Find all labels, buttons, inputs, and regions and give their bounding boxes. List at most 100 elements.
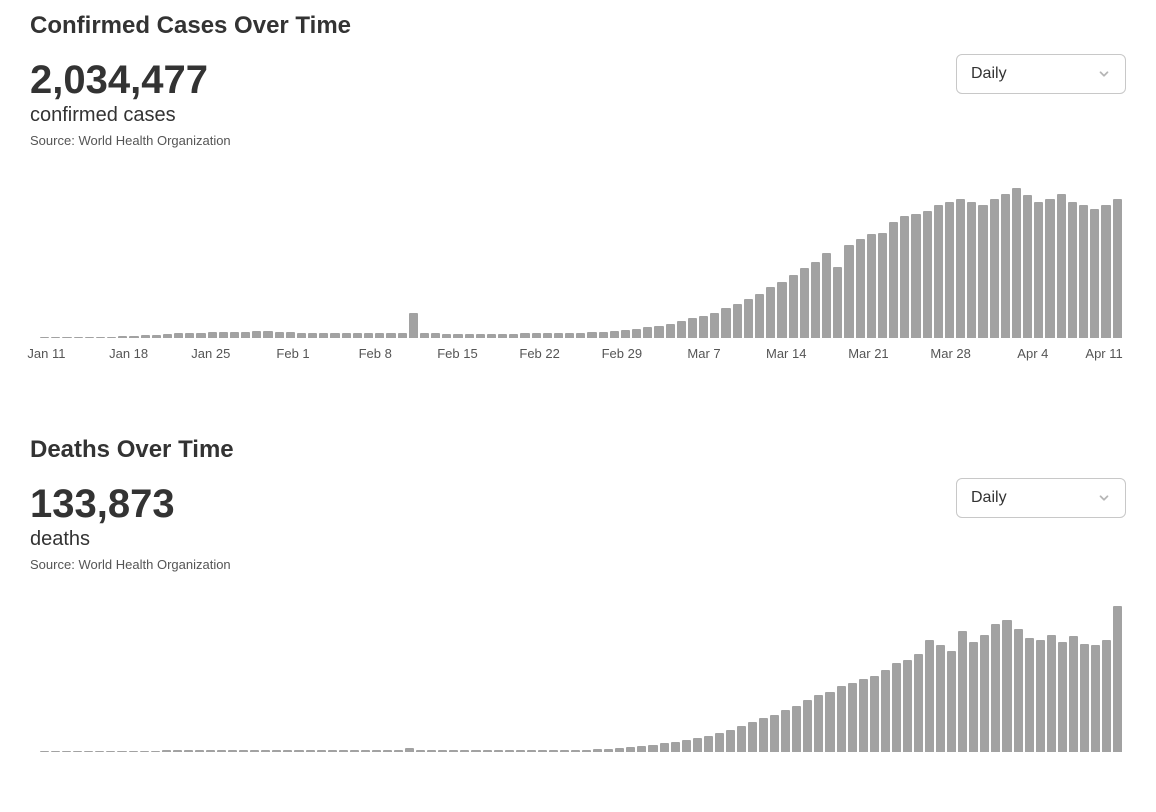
bar[interactable] (73, 751, 82, 752)
bar[interactable] (576, 333, 585, 338)
bar[interactable] (350, 750, 359, 752)
bar[interactable] (520, 333, 529, 338)
bar[interactable] (62, 337, 71, 338)
bar[interactable] (163, 334, 172, 338)
bar[interactable] (195, 750, 204, 752)
bar[interactable] (230, 332, 239, 338)
bar[interactable] (969, 642, 978, 752)
bar[interactable] (272, 750, 281, 752)
bar[interactable] (141, 335, 150, 338)
bar[interactable] (1036, 640, 1045, 752)
bar[interactable] (342, 333, 351, 338)
bar[interactable] (599, 332, 608, 338)
bar[interactable] (889, 222, 898, 338)
bar[interactable] (710, 313, 719, 339)
bar[interactable] (766, 287, 775, 338)
bar[interactable] (51, 751, 60, 752)
bar[interactable] (671, 742, 680, 752)
bar[interactable] (330, 333, 339, 338)
bar[interactable] (770, 715, 779, 752)
cases-interval-dropdown[interactable]: Daily (956, 54, 1126, 94)
bar[interactable] (140, 751, 149, 752)
bar[interactable] (107, 337, 116, 338)
bar[interactable] (471, 750, 480, 752)
bar[interactable] (460, 750, 469, 752)
bar[interactable] (196, 333, 205, 338)
bar[interactable] (364, 333, 373, 338)
bar[interactable] (980, 635, 989, 752)
bar[interactable] (96, 337, 105, 338)
bar[interactable] (317, 750, 326, 752)
bar[interactable] (923, 211, 932, 339)
bar[interactable] (239, 750, 248, 752)
bar[interactable] (682, 740, 691, 752)
bar[interactable] (811, 262, 820, 339)
bar[interactable] (693, 738, 702, 752)
bar[interactable] (704, 736, 713, 752)
bar[interactable] (252, 331, 261, 338)
bar[interactable] (85, 337, 94, 338)
bar[interactable] (991, 624, 1000, 752)
bar[interactable] (1079, 205, 1088, 338)
bar[interactable] (1068, 202, 1077, 338)
bar[interactable] (51, 337, 60, 338)
bar[interactable] (308, 333, 317, 338)
bar[interactable] (859, 679, 868, 752)
bar[interactable] (721, 308, 730, 338)
bar[interactable] (409, 313, 418, 339)
bar[interactable] (383, 750, 392, 752)
bar[interactable] (498, 334, 507, 338)
bar[interactable] (427, 750, 436, 752)
bar[interactable] (74, 337, 83, 338)
bar[interactable] (803, 700, 812, 752)
bar[interactable] (1080, 644, 1089, 752)
bar[interactable] (84, 751, 93, 752)
bar[interactable] (856, 239, 865, 338)
bar[interactable] (339, 750, 348, 752)
bar[interactable] (217, 750, 226, 752)
bar[interactable] (353, 333, 362, 338)
bar[interactable] (737, 726, 746, 752)
bar[interactable] (733, 304, 742, 338)
bar[interactable] (878, 233, 887, 338)
bar[interactable] (822, 253, 831, 338)
bar[interactable] (945, 202, 954, 338)
bar[interactable] (398, 333, 407, 338)
bar[interactable] (958, 631, 967, 752)
bar[interactable] (825, 692, 834, 752)
bar[interactable] (1057, 194, 1066, 339)
bar[interactable] (263, 331, 272, 338)
bar[interactable] (62, 751, 71, 752)
bar[interactable] (538, 750, 547, 752)
bar[interactable] (792, 706, 801, 752)
bar[interactable] (632, 329, 641, 338)
bar[interactable] (615, 748, 624, 752)
bar[interactable] (837, 686, 846, 752)
bar[interactable] (881, 670, 890, 752)
bar[interactable] (560, 750, 569, 752)
bar[interactable] (911, 214, 920, 338)
bar[interactable] (40, 337, 49, 338)
bar[interactable] (1014, 629, 1023, 752)
bar[interactable] (936, 645, 945, 752)
bar[interactable] (118, 336, 127, 338)
bar[interactable] (593, 749, 602, 752)
bar[interactable] (1091, 645, 1100, 752)
bar[interactable] (152, 335, 161, 338)
bar[interactable] (431, 333, 440, 338)
bar[interactable] (648, 745, 657, 752)
bar[interactable] (833, 267, 842, 338)
bar[interactable] (527, 750, 536, 752)
bar[interactable] (319, 333, 328, 338)
bar[interactable] (1113, 199, 1122, 338)
bar[interactable] (261, 750, 270, 752)
deaths-interval-dropdown[interactable]: Daily (956, 478, 1126, 518)
bar[interactable] (162, 750, 171, 752)
bar[interactable] (867, 234, 876, 338)
bar[interactable] (241, 332, 250, 338)
bar[interactable] (637, 746, 646, 752)
bar[interactable] (903, 660, 912, 752)
bar[interactable] (173, 750, 182, 752)
bar[interactable] (715, 733, 724, 752)
bar[interactable] (516, 750, 525, 752)
